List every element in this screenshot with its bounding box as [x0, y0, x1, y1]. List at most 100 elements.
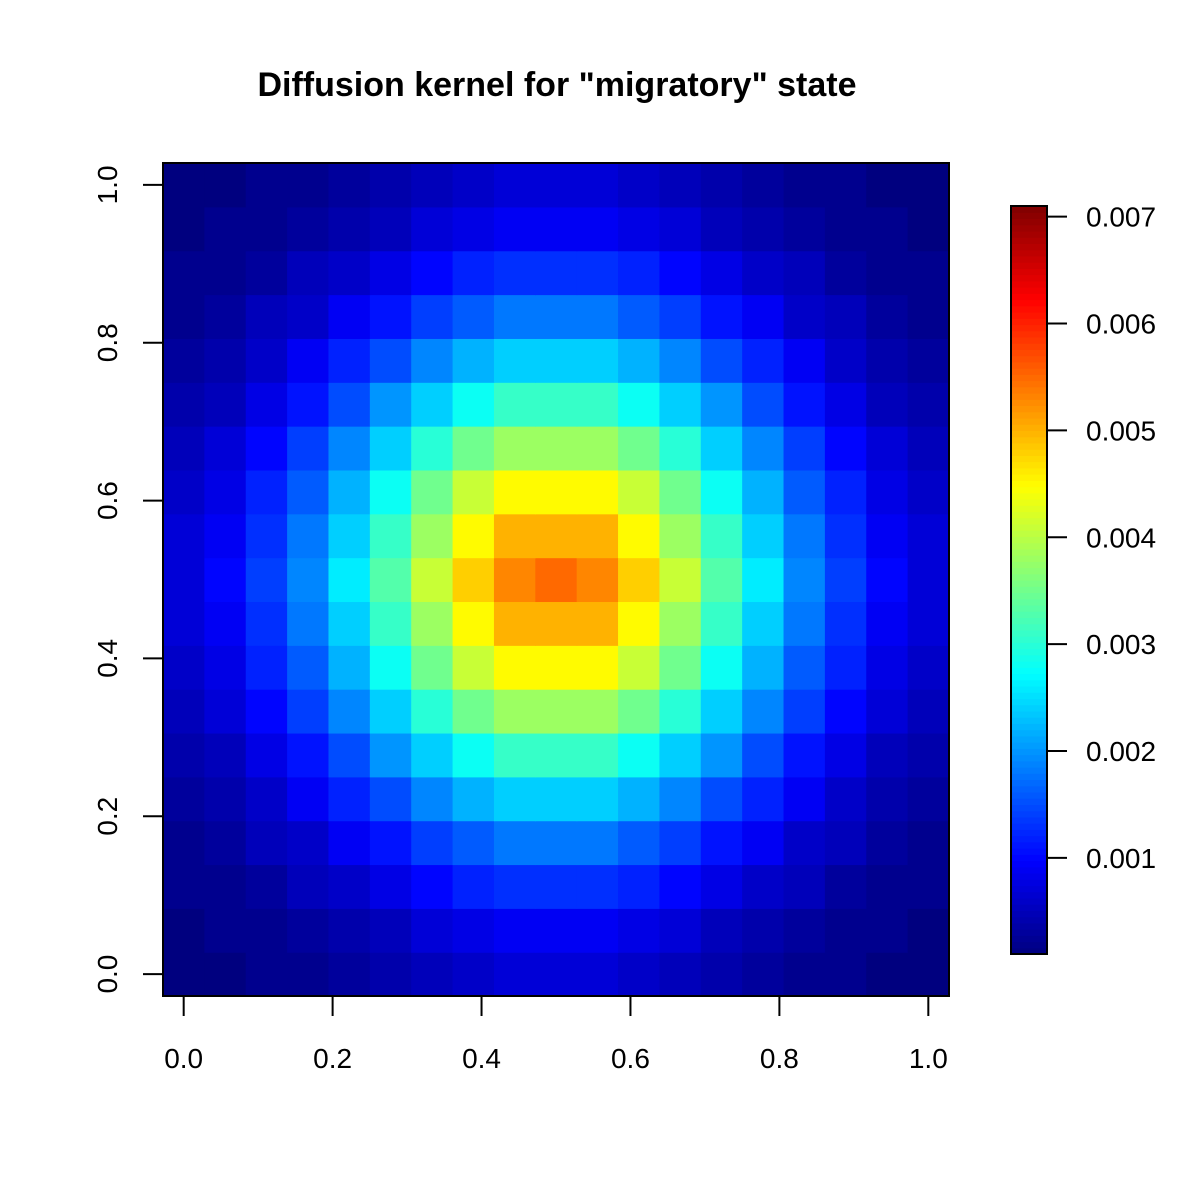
heatmap-cell: [824, 469, 867, 515]
colorbar-strip: [1011, 810, 1047, 818]
heatmap-cell: [824, 426, 867, 471]
x-tick-label: 0.8: [760, 1043, 799, 1074]
heatmap-cell: [369, 557, 412, 603]
colorbar-strip: [1011, 872, 1047, 880]
heatmap-cell: [204, 732, 247, 778]
heatmap-cell: [245, 776, 288, 822]
heatmap-cell: [659, 206, 702, 252]
heatmap-cell: [411, 776, 454, 822]
heatmap-cell: [204, 294, 247, 339]
colorbar-strip: [1011, 573, 1047, 581]
heatmap-cell: [328, 382, 371, 427]
colorbar-strip: [1011, 767, 1047, 774]
heatmap-cell: [576, 250, 619, 296]
heatmap-cell: [535, 426, 578, 471]
heatmap-cell: [576, 382, 619, 427]
heatmap-cell: [576, 557, 619, 603]
heatmap-cell: [163, 776, 205, 822]
heatmap-cell: [907, 557, 950, 603]
heatmap-cell: [369, 908, 412, 953]
heatmap-cell: [287, 820, 330, 866]
heatmap-cell: [493, 426, 536, 471]
heatmap-cell: [287, 338, 330, 383]
heatmap-cell: [163, 952, 205, 997]
heatmap-cell: [700, 820, 743, 866]
colorbar-tick-label: 0.003: [1086, 629, 1156, 660]
heatmap-cell: [907, 382, 950, 427]
heatmap-cell: [493, 206, 536, 252]
heatmap-cell: [907, 864, 950, 909]
heatmap-cell: [452, 820, 495, 866]
colorbar-strip: [1011, 274, 1047, 282]
heatmap-cell: [866, 513, 909, 559]
heatmap-cell: [907, 820, 950, 866]
colorbar-strip: [1011, 692, 1047, 700]
colorbar-strip: [1011, 729, 1047, 737]
heatmap-cell: [659, 645, 702, 690]
heatmap-cell: [783, 645, 826, 690]
heatmap-cell: [493, 382, 536, 427]
heatmap-cell: [659, 601, 702, 646]
heatmap-cell: [576, 776, 619, 822]
heatmap-cell: [824, 820, 867, 866]
heatmap-cell: [245, 513, 288, 559]
colorbar-strip: [1011, 904, 1047, 911]
heatmap-cell: [742, 250, 785, 296]
heatmap-cell: [576, 820, 619, 866]
colorbar-strip: [1011, 555, 1047, 562]
heatmap-cell: [493, 645, 536, 690]
heatmap-cell: [493, 864, 536, 909]
heatmap-cell: [866, 908, 909, 953]
heatmap-cell: [576, 294, 619, 339]
heatmap-cell: [328, 645, 371, 690]
colorbar-strip: [1011, 461, 1047, 469]
colorbar-strip: [1011, 611, 1047, 618]
heatmap-cell: [204, 864, 247, 909]
heatmap-cell: [907, 732, 950, 778]
heatmap-cell: [783, 426, 826, 471]
colorbar-strip: [1011, 617, 1047, 625]
heatmap-cell: [245, 426, 288, 471]
colorbar-strip: [1011, 287, 1047, 294]
heatmap-cell: [369, 513, 412, 559]
heatmap-cell: [245, 338, 288, 383]
heatmap-cell: [452, 469, 495, 515]
heatmap-cell: [866, 426, 909, 471]
heatmap-cell: [907, 426, 950, 471]
heatmap-cell: [245, 645, 288, 690]
heatmap-cell: [452, 250, 495, 296]
colorbar-strip: [1011, 623, 1047, 631]
heatmap-cell: [163, 206, 205, 252]
y-tick-label: 0.8: [92, 323, 123, 362]
colorbar-strip: [1011, 336, 1047, 344]
heatmap-cell: [866, 864, 909, 909]
heatmap-cell: [742, 557, 785, 603]
colorbar-strip: [1011, 417, 1047, 425]
heatmap-cell: [287, 732, 330, 778]
heatmap-cell: [866, 338, 909, 383]
heatmap-cell: [411, 645, 454, 690]
colorbar-strip: [1011, 604, 1047, 612]
heatmap-cell: [163, 338, 205, 383]
heatmap-cell: [700, 250, 743, 296]
heatmap-cell: [742, 601, 785, 646]
colorbar-strip: [1011, 773, 1047, 781]
heatmap-cell: [576, 864, 619, 909]
heatmap-cell: [618, 601, 661, 646]
heatmap-cell: [783, 952, 826, 997]
colorbar-tick-label: 0.006: [1086, 309, 1156, 340]
heatmap-cell: [493, 820, 536, 866]
heatmap-cell: [824, 163, 867, 208]
heatmap-cell: [535, 294, 578, 339]
heatmap-cell: [452, 952, 495, 997]
colorbar-strip: [1011, 841, 1047, 849]
heatmap-cell: [700, 338, 743, 383]
heatmap-cell: [287, 426, 330, 471]
heatmap-cell: [369, 689, 412, 734]
heatmap-cell: [163, 601, 205, 646]
heatmap-cell: [742, 732, 785, 778]
heatmap-cell: [700, 294, 743, 339]
heatmap-cell: [866, 952, 909, 997]
colorbar-strip: [1011, 929, 1047, 936]
heatmap-cell: [245, 732, 288, 778]
